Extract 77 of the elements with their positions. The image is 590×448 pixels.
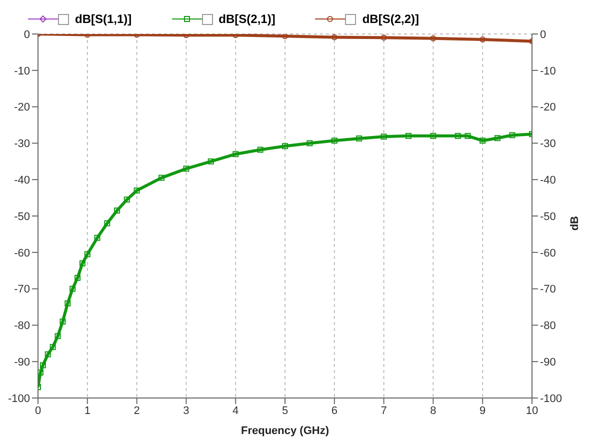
point	[64, 300, 71, 306]
y2-tick-label: -60	[540, 247, 556, 260]
point	[60, 318, 66, 325]
y-tick-label: -80	[14, 320, 30, 332]
point	[158, 174, 164, 181]
y2-tick-label: -80	[540, 320, 556, 332]
point	[356, 135, 362, 142]
y-tick-label: -10	[14, 65, 30, 78]
y2-tick-label: -40	[540, 174, 556, 187]
x-tick-label: 7	[380, 404, 387, 417]
point	[134, 188, 140, 194]
point	[104, 220, 110, 226]
y-tick-label: -40	[14, 174, 30, 187]
point	[331, 138, 338, 144]
point	[306, 140, 313, 146]
point	[124, 196, 130, 203]
point	[494, 135, 500, 142]
y2-tick-label: -20	[540, 102, 556, 114]
y-tick-label: -20	[14, 102, 30, 114]
point	[257, 146, 264, 153]
point	[208, 158, 214, 164]
x-tick-label: 8	[430, 404, 436, 417]
point	[54, 333, 61, 340]
point	[232, 151, 239, 158]
x-tick-label: 0	[34, 404, 42, 417]
x-axis-title: Frequency (GHz)	[240, 425, 330, 437]
y-tick-label: -90	[14, 356, 30, 369]
point	[454, 132, 461, 139]
x-tick-label: 6	[331, 404, 338, 417]
point	[406, 132, 412, 139]
point	[94, 234, 100, 241]
point	[183, 166, 190, 172]
point	[430, 35, 436, 42]
point	[464, 132, 471, 139]
y2-tick-label: -100	[540, 392, 562, 405]
y-tick-label: -100	[8, 392, 30, 405]
point	[282, 34, 288, 40]
x-tick-label: 9	[480, 404, 486, 417]
y2-tick-label: -10	[540, 65, 556, 78]
point	[44, 351, 51, 358]
y2-tick-label: -50	[540, 210, 556, 223]
x-tick-label: 10	[526, 404, 538, 417]
point	[480, 36, 486, 42]
y-tick-label: -70	[14, 284, 30, 296]
y-tick-label: 0	[24, 28, 30, 41]
y2-tick-label: 0	[540, 28, 546, 41]
y2-axis-title: dB	[568, 216, 581, 231]
point	[84, 251, 90, 258]
point	[114, 208, 120, 214]
x-tick-label: 5	[282, 404, 288, 417]
point	[74, 274, 81, 281]
x-tick-label: 3	[183, 404, 190, 417]
point	[282, 143, 288, 150]
point	[79, 260, 86, 266]
y-tick-label: -50	[14, 210, 30, 223]
point	[480, 138, 486, 144]
y2-tick-label: -90	[540, 356, 556, 369]
legend-label: dB[S(2,1)]	[218, 12, 276, 26]
line-series	[38, 34, 532, 44]
x-tick-label: 4	[232, 404, 239, 417]
legend-label: dB[S(2,2)]	[362, 12, 420, 26]
point	[70, 286, 76, 292]
point	[50, 344, 56, 350]
point	[38, 370, 44, 376]
point	[380, 134, 387, 140]
y-tick-label: -60	[14, 247, 30, 260]
point	[380, 34, 387, 41]
y-tick-label: -30	[14, 138, 30, 150]
point	[430, 132, 436, 139]
y2-tick-label: -70	[540, 284, 556, 296]
y2-tick-label: -30	[540, 138, 556, 150]
point	[509, 132, 516, 138]
x-tick-label: 1	[84, 404, 90, 417]
legend-label: dB[S(1,1)]	[75, 12, 132, 26]
x-tick-label: 2	[134, 404, 140, 417]
point	[331, 34, 338, 40]
point	[40, 362, 46, 368]
